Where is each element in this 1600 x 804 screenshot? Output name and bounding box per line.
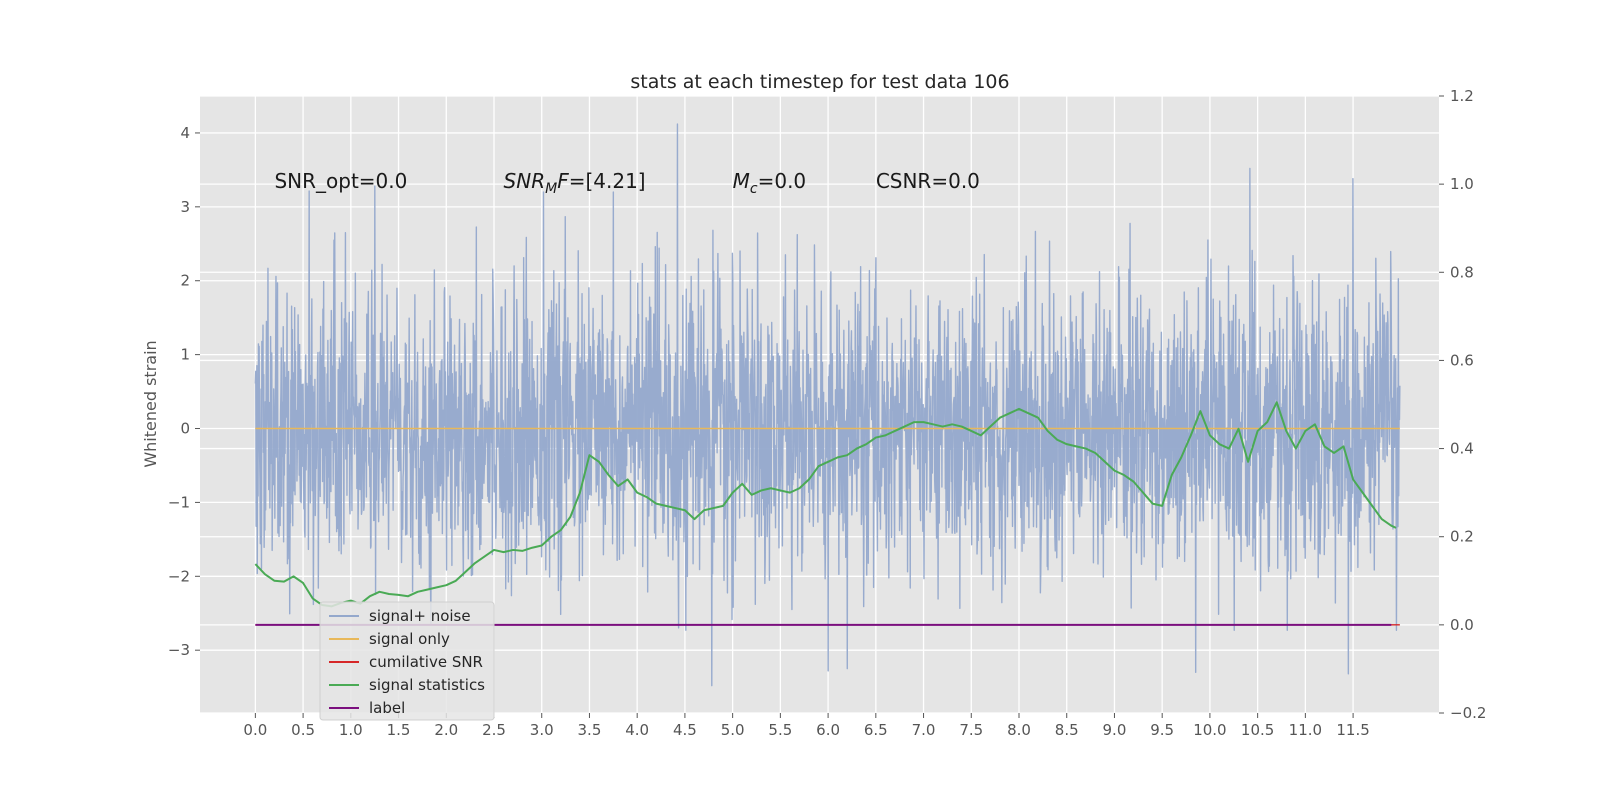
x-tick-label: 4.0	[625, 721, 649, 739]
x-tick-label: 11.5	[1336, 721, 1369, 739]
y-tick-label: 1	[180, 346, 190, 364]
annotation-main: SNR	[504, 169, 546, 193]
y-tick-label: 2	[180, 272, 190, 290]
x-tick-label: 8.0	[1007, 721, 1031, 739]
y-right-tick-label: −0.2	[1450, 704, 1486, 722]
legend-label: signal statistics	[369, 676, 485, 694]
y-right-tick-label: 0.2	[1450, 528, 1474, 546]
x-tick-label: 4.5	[673, 721, 697, 739]
x-tick-label: 6.0	[816, 721, 840, 739]
annotation-mc: Mc=0.0	[733, 169, 807, 197]
legend: signal+ noise signal only cumilative SNR si…	[319, 601, 495, 721]
x-tick-label: 3.5	[578, 721, 602, 739]
y-right-tick-label: 0.8	[1450, 263, 1474, 281]
y-right-tick-label: 0.6	[1450, 351, 1474, 369]
annotation-tail: =0.0	[758, 169, 807, 193]
annotation-sub: c	[750, 181, 758, 197]
x-tick-label: 1.5	[387, 721, 411, 739]
y-axis-label: Whitened strain	[141, 340, 160, 467]
legend-label: signal+ noise	[369, 607, 471, 625]
y-tick-label: 0	[180, 420, 190, 438]
x-tick-label: 5.5	[768, 721, 792, 739]
x-tick-label: 10.5	[1241, 721, 1274, 739]
x-tick-label: 5.0	[721, 721, 745, 739]
x-tick-label: 3.0	[530, 721, 554, 739]
x-tick-label: 7.5	[959, 721, 983, 739]
chart-title: stats at each timestep for test data 106	[630, 71, 1009, 93]
y-right-tick-label: 0.4	[1450, 440, 1474, 458]
y-right-tick-label: 0.0	[1450, 616, 1474, 634]
x-tick-label: 2.0	[434, 721, 458, 739]
legend-label: signal only	[369, 630, 450, 648]
x-tick-label: 2.5	[482, 721, 506, 739]
y-tick-label: 4	[180, 124, 190, 142]
y-right-tick-label: 1.2	[1450, 87, 1474, 105]
series-line-0	[254, 123, 1401, 687]
x-tick-label: 8.5	[1055, 721, 1079, 739]
x-tick-label: 0.0	[243, 721, 267, 739]
annotation-layer: SNR_opt=0.0 SNRMF=[4.21] Mc=0.0 CSNR=0.0	[274, 169, 979, 197]
x-tick-label: 6.5	[864, 721, 888, 739]
legend-label: cumilative SNR	[369, 653, 483, 671]
annotation-tail-rest: =[4.21]	[569, 169, 646, 193]
legend-label: label	[369, 699, 405, 717]
y-tick-label: −2	[168, 567, 190, 585]
y-right-tick-label: 1.0	[1450, 175, 1474, 193]
x-tick-label: 7.0	[912, 721, 936, 739]
x-tick-label: 9.5	[1150, 721, 1174, 739]
x-tick-label: 9.0	[1103, 721, 1127, 739]
legend-box	[319, 601, 495, 721]
y-tick-label: −1	[168, 493, 190, 511]
annotation-tail-italic: F	[557, 169, 569, 193]
annotation-snr_opt: SNR_opt=0.0	[274, 169, 407, 193]
annotation-snr_mf: SNRMF=[4.21]	[504, 169, 646, 197]
x-tick-label: 1.0	[339, 721, 363, 739]
annotation-csnr: CSNR=0.0	[876, 169, 980, 193]
y-tick-label: 3	[180, 198, 190, 216]
x-tick-label: 0.5	[291, 721, 315, 739]
annotation-sub: M	[545, 181, 557, 197]
y-tick-label: −3	[168, 641, 190, 659]
annotation-main: M	[733, 169, 750, 193]
x-tick-label: 10.0	[1193, 721, 1226, 739]
tick-layer: 0.0 0.5 1.0 1.5 2.0 2.5 3.0 3.5 4.0 4.5 5.0 5.5 6.0 6…	[168, 87, 1487, 739]
x-tick-label: 11.0	[1289, 721, 1322, 739]
series-line-3	[254, 401, 1397, 608]
annotation-tail: F=[4.21]	[557, 169, 645, 193]
